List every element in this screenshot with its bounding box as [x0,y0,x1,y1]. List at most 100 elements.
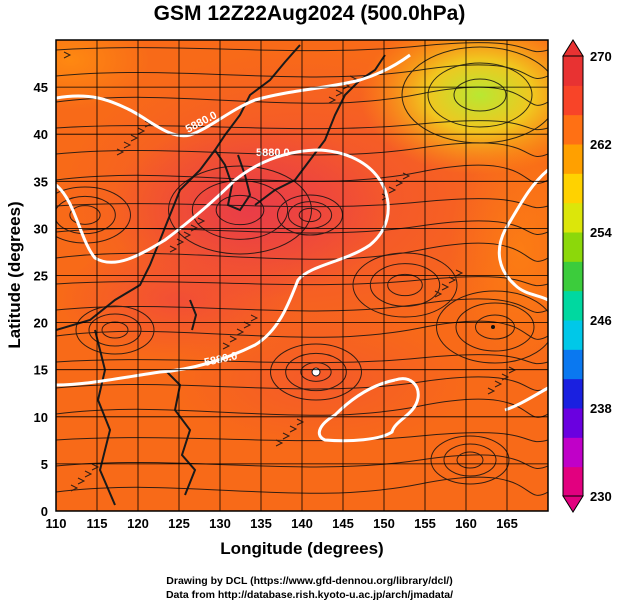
credit-drawing: Drawing by DCL (https://www.gfd-dennou.o… [166,575,453,587]
colorbar-bottom-arrow [562,495,584,513]
coastline-korea [214,149,252,212]
flow-arrow [494,380,503,388]
streamline [56,195,116,235]
streamline [436,290,548,364]
colorbar-frame [562,55,584,497]
flow-arrow [250,314,259,322]
contour-line-core [56,148,390,387]
y-tick-labels: 0 5 10 15 20 25 30 35 40 45 [34,80,48,519]
x-tick-label: 165 [496,516,518,531]
flow-arrow [328,96,337,104]
colorbar-segment [563,114,583,145]
coastline-indochina [94,329,116,506]
x-tick-label: 135 [250,516,272,531]
temperature-field [56,40,548,511]
flow-arrow [63,51,72,59]
streamline [56,320,548,340]
streamline [69,205,101,225]
flow-arrow [91,463,100,471]
colorbar-label: 238 [590,401,612,416]
x-tick-label: 115 [87,516,108,531]
flow-arrow [123,141,132,149]
streamline [387,273,423,297]
x-tick-label: 130 [209,516,231,531]
streamline [277,194,343,236]
contour-line-north [56,53,411,138]
y-tick-label: 20 [34,316,48,331]
colorbar-segment [563,56,583,86]
streamline [56,242,548,262]
x-axis-label: Longitude (degrees) [220,539,383,558]
flow-arrow [282,432,291,440]
y-tick-label: 0 [41,504,48,519]
y-axis-label: Latitude (degrees) [5,201,24,348]
credit-data: Data from http://database.rish.kyoto-u.a… [165,589,454,601]
flow-arrow [448,276,457,284]
flow-arrow [229,335,238,343]
streamline [88,313,142,347]
x-tick-labels: 110 115 120 125 130 135 140 145 150 155 160 165 [46,516,518,531]
colorbar-segment [563,202,583,233]
y-tick-label: 5 [41,457,48,472]
flow-arrow [70,484,79,492]
flow-arrow [434,290,443,298]
colorbar-segment [563,232,583,262]
streamline [56,86,548,106]
coastlines [56,44,386,506]
y-tick-label: 30 [34,221,48,236]
colorbar-label: 246 [590,313,612,328]
x-tick-label: 120 [127,516,149,531]
colorbar-segment [563,349,583,380]
x-tick-label: 140 [291,516,313,531]
colorbar-segment [563,378,583,409]
colorbar-segment [563,144,583,174]
colorbar-segment [563,173,583,204]
flow-arrow [289,425,298,433]
flow-arrow [137,127,146,135]
contour-line-east [497,168,548,302]
streamline [285,352,347,392]
streamline [215,194,265,226]
streamline [455,302,535,352]
flow-arrow [84,470,93,478]
flow-arrow [169,245,178,253]
streamline [427,62,533,128]
colorbar-label: 262 [590,137,612,152]
colorbar-label: 230 [590,489,612,504]
y-tick-label: 45 [34,80,48,95]
vortex-center [311,367,321,377]
x-tick-label: 150 [373,516,395,531]
flow-arrow [388,186,397,194]
contour-line-east-south [504,386,548,412]
colorbar-label: 254 [590,225,612,240]
flow-arrow [197,217,206,225]
flow-arrow [487,387,496,395]
flow-arrow [116,148,125,156]
vortex-center [491,325,495,329]
colorbar-segment [563,437,583,468]
y-tick-label: 40 [34,127,48,142]
flow-arrow [183,231,192,239]
colorbar-segment [563,261,583,292]
x-tick-label: 155 [414,516,436,531]
streamline [56,398,548,418]
streamline [443,443,497,477]
x-tick-label: 160 [455,516,477,531]
colorbar-segment [563,290,583,321]
colorbar-labels: 270 262 254 246 238 230 [590,49,612,504]
contour-line-southeast [317,377,420,443]
streamline [56,476,548,496]
x-tick-label: 145 [332,516,354,531]
flow-arrow [335,89,344,97]
streamline [101,321,129,339]
contour-5880 [56,53,548,443]
flow-arrow [130,134,139,142]
colorbar [562,39,584,513]
y-tick-label: 25 [34,269,48,284]
x-tick-label: 110 [46,516,67,531]
colorbar-segment [563,85,583,116]
flow-arrow [441,283,450,291]
flow-arrow [402,172,411,180]
flow-arrow [77,477,86,485]
